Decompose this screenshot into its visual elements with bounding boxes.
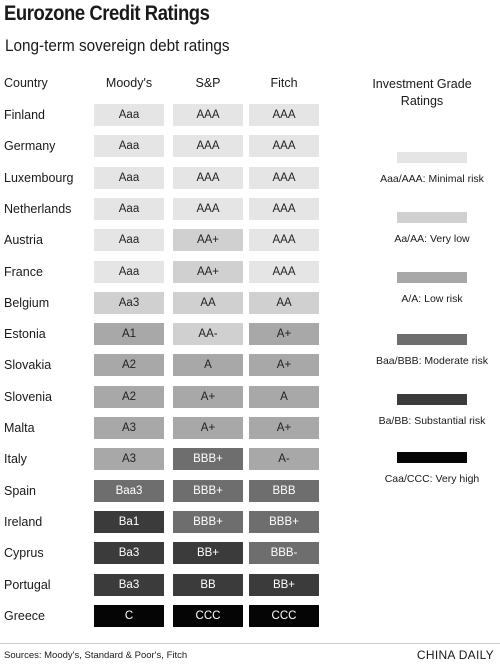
rating-cell-sp: A	[173, 354, 243, 376]
country-label: Greece	[4, 609, 45, 623]
rating-cell-fitch: AAA	[249, 167, 319, 189]
rating-cell-fitch: A	[249, 386, 319, 408]
country-label: Cyprus	[4, 546, 44, 560]
rating-cell-fitch: BBB	[249, 480, 319, 502]
rating-cell-moodys: A3	[94, 417, 164, 439]
rating-cell-fitch: AAA	[249, 104, 319, 126]
legend-label: Aaa/AAA: Minimal risk	[380, 173, 484, 185]
country-label: Slovenia	[4, 390, 52, 404]
legend-label: Aa/AA: Very low	[394, 233, 470, 245]
rating-cell-fitch: BBB+	[249, 511, 319, 533]
rating-cell-moodys: Ba1	[94, 511, 164, 533]
rating-cell-moodys: Ba3	[94, 574, 164, 596]
legend-swatch	[397, 394, 467, 405]
rating-cell-fitch: A+	[249, 323, 319, 345]
footer-divider	[0, 643, 500, 644]
rating-cell-fitch: A-	[249, 448, 319, 470]
country-label: Estonia	[4, 327, 46, 341]
country-label: Portugal	[4, 578, 51, 592]
legend-swatch	[397, 212, 467, 223]
rating-cell-moodys: A2	[94, 386, 164, 408]
rating-cell-fitch: CCC	[249, 605, 319, 627]
rating-cell-moodys: Aaa	[94, 198, 164, 220]
legend-swatch	[397, 152, 467, 163]
rating-cell-fitch: AAA	[249, 198, 319, 220]
country-label: Slovakia	[4, 358, 52, 372]
country-label: Italy	[4, 452, 27, 466]
column-header-moodys: Moody's	[105, 76, 153, 90]
rating-cell-moodys: C	[94, 605, 164, 627]
rating-cell-moodys: Aaa	[94, 229, 164, 251]
rating-cell-moodys: A1	[94, 323, 164, 345]
legend-swatch	[397, 334, 467, 345]
legend-swatch	[397, 452, 467, 463]
rating-cell-sp: CCC	[173, 605, 243, 627]
rating-cell-fitch: A+	[249, 417, 319, 439]
rating-cell-fitch: A+	[249, 354, 319, 376]
rating-cell-moodys: Aaa	[94, 261, 164, 283]
rating-cell-fitch: AA	[249, 292, 319, 314]
country-label: Ireland	[4, 515, 43, 529]
rating-cell-sp: AA+	[173, 229, 243, 251]
rating-cell-fitch: BBB-	[249, 542, 319, 564]
rating-cell-sp: BBB+	[173, 448, 243, 470]
rating-cell-sp: AAA	[173, 135, 243, 157]
rating-cell-sp: AAA	[173, 167, 243, 189]
source-note: Sources: Moody's, Standard & Poor's, Fit…	[4, 650, 188, 661]
rating-cell-moodys: Baa3	[94, 480, 164, 502]
country-label: Luxembourg	[4, 171, 74, 185]
column-header-fitch: Fitch	[270, 76, 298, 90]
legend-label: A/A: Low risk	[401, 293, 463, 305]
rating-cell-moodys: A3	[94, 448, 164, 470]
rating-cell-moodys: Aaa	[94, 104, 164, 126]
rating-cell-sp: BBB+	[173, 480, 243, 502]
rating-cell-sp: BBB+	[173, 511, 243, 533]
rating-cell-moodys: Aa3	[94, 292, 164, 314]
rating-cell-moodys: Aaa	[94, 135, 164, 157]
legend-label: Baa/BBB: Moderate risk	[375, 355, 489, 367]
country-label: Finland	[4, 108, 45, 122]
rating-cell-moodys: Aaa	[94, 167, 164, 189]
rating-cell-fitch: BB+	[249, 574, 319, 596]
country-label: Germany	[4, 139, 56, 153]
legend-title: Investment Grade Ratings	[372, 77, 472, 108]
column-header-country: Country	[4, 76, 48, 90]
credit-label: CHINA DAILY	[416, 648, 494, 662]
rating-cell-sp: AA	[173, 292, 243, 314]
legend-swatch	[397, 272, 467, 283]
rating-cell-sp: AAA	[173, 198, 243, 220]
legend-label: Caa/CCC: Very high	[384, 473, 480, 485]
rating-cell-sp: BB	[173, 574, 243, 596]
rating-cell-fitch: AAA	[249, 261, 319, 283]
country-label: France	[4, 265, 43, 279]
country-label: Austria	[4, 233, 43, 247]
rating-cell-sp: AA+	[173, 261, 243, 283]
country-label: Netherlands	[4, 202, 72, 216]
country-label: Spain	[4, 484, 36, 498]
chart-title: Eurozone Credit Ratings	[4, 2, 210, 25]
country-label: Belgium	[4, 296, 50, 310]
rating-cell-fitch: AAA	[249, 135, 319, 157]
rating-cell-sp: A+	[173, 386, 243, 408]
column-header-sp: S&P	[195, 76, 221, 90]
rating-cell-fitch: AAA	[249, 229, 319, 251]
chart-subtitle: Long-term sovereign debt ratings	[5, 36, 230, 55]
rating-cell-sp: AAA	[173, 104, 243, 126]
country-label: Malta	[4, 421, 35, 435]
rating-cell-sp: BB+	[173, 542, 243, 564]
rating-cell-sp: AA-	[173, 323, 243, 345]
rating-cell-sp: A+	[173, 417, 243, 439]
rating-cell-moodys: Ba3	[94, 542, 164, 564]
rating-cell-moodys: A2	[94, 354, 164, 376]
legend-label: Ba/BB: Substantial risk	[378, 415, 486, 427]
